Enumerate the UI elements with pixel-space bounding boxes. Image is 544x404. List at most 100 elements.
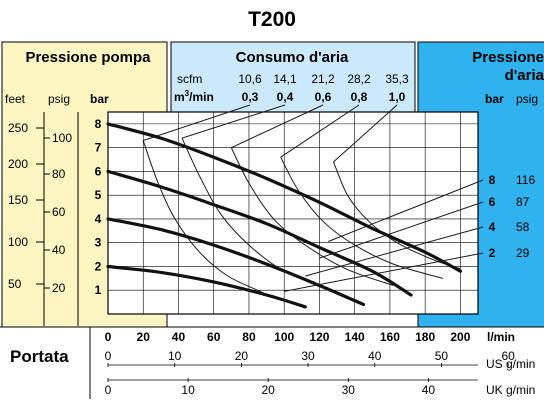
- pump-pressure-label: Pressione pompa: [25, 49, 151, 66]
- lmin-tick: 160: [380, 330, 400, 344]
- lmin-tick: 100: [274, 330, 294, 344]
- uk-tick: 20: [262, 383, 276, 397]
- psig-tick: 80: [52, 167, 66, 181]
- bar-tick: 5: [95, 188, 102, 202]
- m3-label-tail: /min: [189, 90, 214, 104]
- air-leader: [143, 104, 251, 141]
- bar-tick: 3: [95, 236, 102, 250]
- air-curve-0,8: [280, 156, 443, 279]
- bar-tick: 6: [95, 164, 102, 178]
- right-bar-label: bar: [485, 92, 504, 106]
- m3-label-base: m: [174, 90, 185, 104]
- m3-value: 1,0: [389, 90, 406, 104]
- lmin-tick: 0: [105, 330, 112, 344]
- air-consumption-leaders: [143, 104, 398, 163]
- m3-values: 0,3 0,4 0,6 0,8 1,0: [242, 90, 406, 104]
- psig-tick: 20: [52, 281, 66, 295]
- psig-tick: 100: [52, 131, 72, 145]
- feet-tick: 250: [8, 121, 28, 135]
- us-tick: 40: [368, 349, 382, 363]
- m3-per-min-label: m3/min: [174, 89, 214, 104]
- pressure-leaders: [284, 179, 484, 292]
- m3-value: 0,8: [351, 90, 368, 104]
- pressure-curve-6: [106, 169, 413, 297]
- uk-gpm-axis: 0 10 20 30 40: [105, 378, 436, 397]
- lmin-tick: 200: [450, 330, 470, 344]
- psig-tick: 40: [52, 243, 66, 257]
- bar-tick: 4: [95, 212, 102, 226]
- psig-axis-label: psig: [48, 92, 70, 106]
- us-label: US g/min: [486, 357, 535, 371]
- lmin-axis: 0 20 40 60 80 100 120 140 160 180 200: [105, 330, 471, 344]
- pressure-curve-8: [106, 122, 462, 273]
- lmin-tick: 120: [309, 330, 329, 344]
- uk-tick: 40: [422, 383, 436, 397]
- uk-tick: 30: [342, 383, 356, 397]
- m3-value: 0,6: [315, 90, 332, 104]
- us-gpm-axis: 0 10 20 30 40 50 60: [105, 349, 515, 367]
- us-tick: 20: [235, 349, 249, 363]
- scfm-value: 35,3: [385, 72, 409, 86]
- us-tick: 50: [435, 349, 449, 363]
- pressure-leader: [305, 226, 484, 277]
- bar-axis-label: bar: [90, 92, 109, 106]
- right-bar-value: 6: [489, 195, 496, 209]
- right-psig-value: 58: [516, 220, 530, 234]
- air-leader: [333, 104, 398, 163]
- psig-tick: 60: [52, 205, 66, 219]
- feet-tick: 100: [8, 235, 28, 249]
- us-tick: 0: [105, 349, 112, 363]
- scfm-value: 28,2: [347, 72, 371, 86]
- pressure-leader: [328, 179, 484, 242]
- air-consumption-panel: [170, 41, 416, 113]
- uk-tick: 0: [105, 383, 112, 397]
- bar-tick: 8: [95, 117, 102, 131]
- lmin-tick: 40: [172, 330, 186, 344]
- us-tick: 10: [168, 349, 182, 363]
- pressure-curve-4: [106, 217, 366, 307]
- pressure-curves: [106, 122, 462, 309]
- pressure-leader: [319, 201, 484, 259]
- scfm-values: 10,6 14,1 21,2 28,2 35,3: [238, 72, 409, 86]
- right-axis-labels: 8 116 6 87 4 58 2 29: [489, 173, 536, 260]
- lmin-label: l/min: [487, 330, 515, 344]
- feet-axis-label: feet: [5, 92, 26, 106]
- us-tick: 60: [501, 349, 515, 363]
- lmin-tick: 80: [242, 330, 256, 344]
- scfm-label: scfm: [177, 72, 202, 86]
- m3-value: 0,3: [242, 90, 259, 104]
- pressure-leader: [284, 252, 484, 292]
- right-bar-value: 2: [489, 246, 496, 260]
- feet-tick: 200: [8, 157, 28, 171]
- right-psig-value: 29: [516, 246, 530, 260]
- air-pressure-label-1: Pressione: [472, 49, 544, 66]
- air-leader: [280, 104, 360, 158]
- bar-tick: 1: [95, 283, 102, 297]
- bar-tick: 7: [95, 141, 102, 155]
- scfm-value: 14,1: [273, 72, 297, 86]
- right-bar-value: 8: [489, 173, 496, 187]
- pressure-curve-2: [106, 264, 307, 309]
- air-leader: [231, 104, 324, 149]
- right-psig-label: psig: [516, 92, 538, 106]
- lmin-tick: 140: [345, 330, 365, 344]
- us-tick: 30: [301, 349, 315, 363]
- right-psig-value: 87: [516, 195, 530, 209]
- left-axis-ticks: 250 200 150 100 50 100 80 60 40 20 8 7 6 5 4 3 2 1: [8, 117, 102, 297]
- scfm-value: 21,2: [311, 72, 335, 86]
- feet-tick: 50: [8, 277, 22, 291]
- air-consumption-label: Consumo d'aria: [236, 49, 349, 66]
- uk-tick: 10: [181, 383, 195, 397]
- right-bar-value: 4: [489, 220, 496, 234]
- chart-title: T200: [248, 8, 296, 31]
- bar-tick: 2: [95, 259, 102, 273]
- m3-value: 0,4: [277, 90, 294, 104]
- feet-tick: 150: [8, 193, 28, 207]
- plot-area: [107, 111, 479, 315]
- m3-label-sup: 3: [185, 89, 190, 98]
- air-pressure-label-2: d'aria: [505, 67, 544, 84]
- air-leader: [181, 104, 286, 139]
- uk-label: UK g/min: [486, 383, 535, 397]
